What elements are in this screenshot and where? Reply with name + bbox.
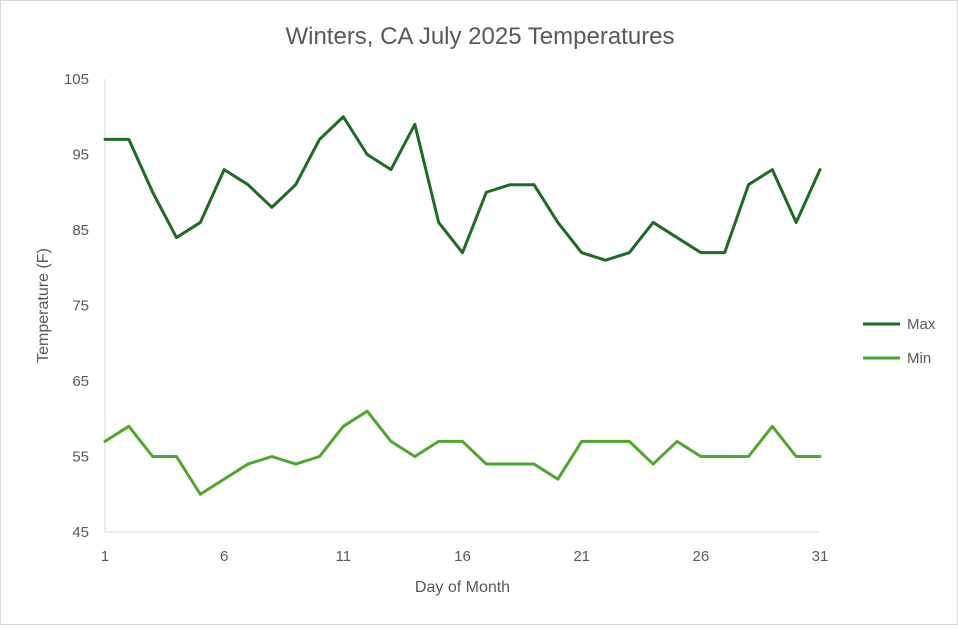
legend-label-max: Max [907,316,936,333]
x-tick-label: 16 [454,548,471,565]
y-tick-label: 75 [72,298,89,315]
series-line-min [103,409,822,496]
y-axis-label: Temperature (F) [35,248,52,363]
x-tick-label: 11 [336,548,352,565]
x-tick-label: 21 [573,548,590,565]
y-tick-label: 95 [72,147,89,164]
series-lines [103,115,822,496]
legend: Max Min [863,316,936,367]
x-tick-label: 31 [812,548,829,565]
x-tick-label: 6 [220,548,228,565]
y-tick-label: 45 [72,524,89,541]
y-tick-labels: 45 55 65 75 85 95 105 [64,71,89,541]
x-tick-label: 1 [101,548,109,565]
series-line-max [103,115,822,262]
y-tick-label: 105 [64,71,89,88]
y-tick-label: 55 [72,449,89,466]
x-tick-labels: 1 6 11 16 21 26 31 [101,548,829,565]
x-tick-label: 26 [692,548,709,565]
x-axis-label: Day of Month [415,579,510,596]
y-tick-label: 85 [72,222,89,239]
legend-label-min: Min [907,350,931,367]
chart-title: Winters, CA July 2025 Temperatures [285,23,674,50]
y-tick-label: 65 [72,373,89,390]
